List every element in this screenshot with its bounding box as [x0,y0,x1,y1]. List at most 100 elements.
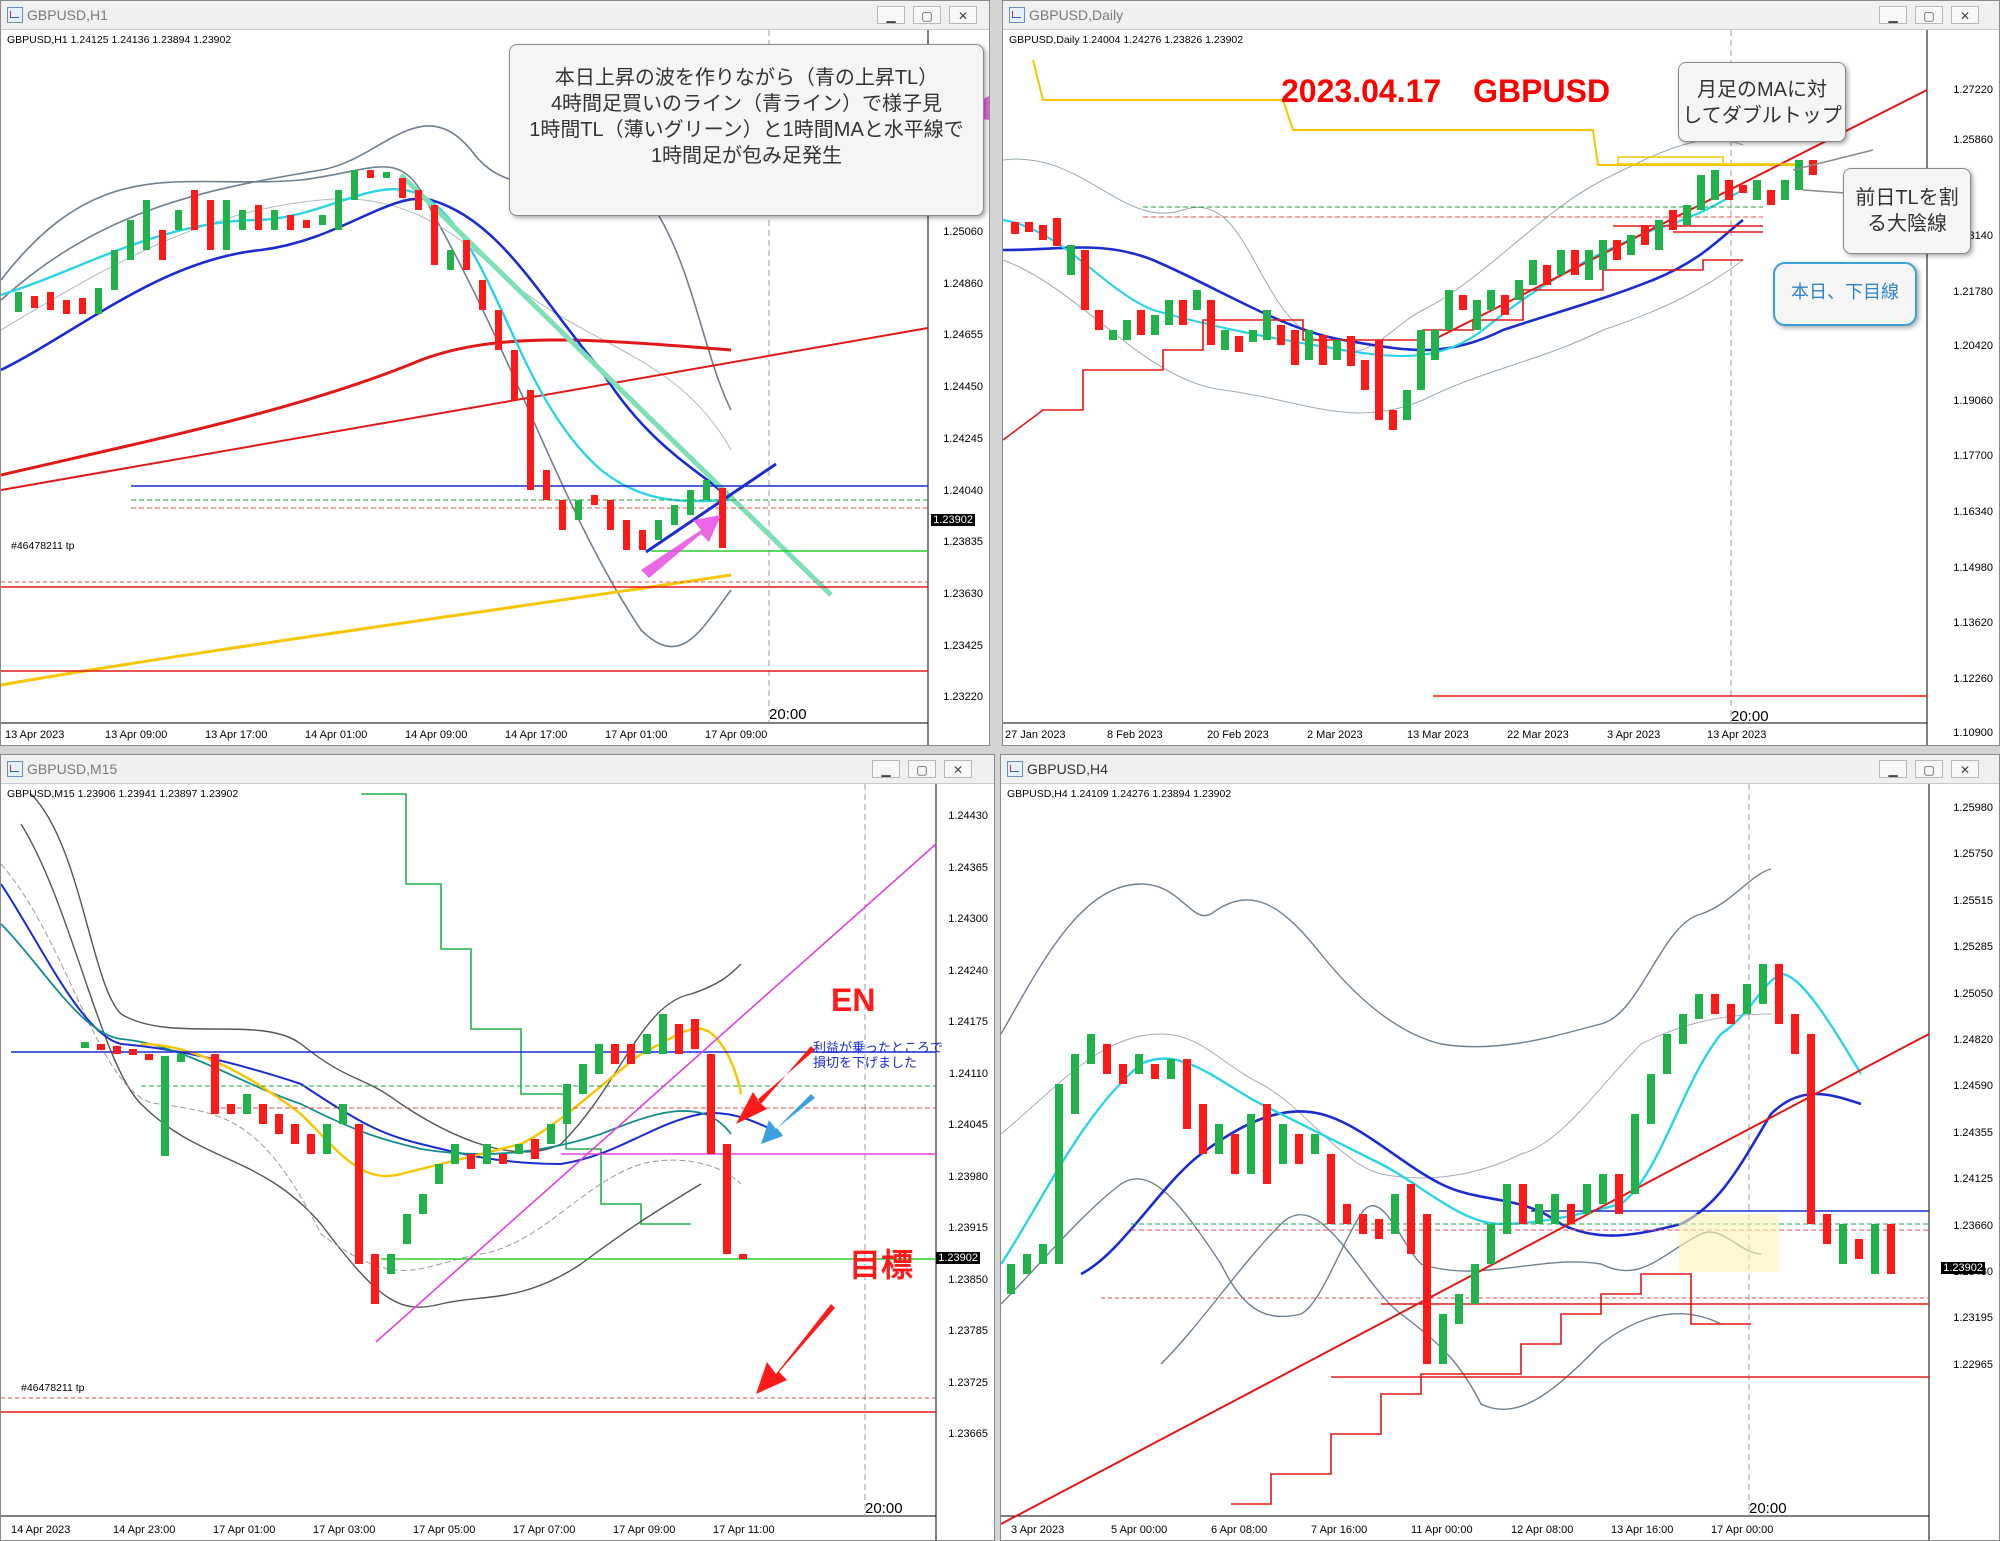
time-axis-label: 14 Apr 17:00 [505,729,568,741]
current-price-label: 1.23902 [931,514,975,526]
analysis-callout: 本日上昇の波を作りながら（青の上昇TL） 4時間足買いのライン（青ライン）で様子… [509,44,984,216]
time-axis-label: 3 Apr 2023 [1011,1524,1065,1536]
price-axis-label: 1.27220 [1953,84,1993,96]
price-axis-label: 1.25515 [1953,894,1993,907]
price-axis-label: 1.25285 [1953,941,1993,954]
time-axis-label: 14 Apr 09:00 [405,729,468,741]
price-axis-label: 1.23220 [943,691,983,704]
time-axis-label: 14 Apr 01:00 [305,729,368,741]
time-axis-label: 17 Apr 01:00 [605,729,668,741]
time-axis-label: 20 Feb 2023 [1207,729,1269,741]
price-axis-label: 1.24040 [943,484,983,497]
close-button[interactable]: ✕ [1951,6,1979,24]
arrow-icon [641,515,721,578]
price-axis-label: 1.23425 [943,639,983,652]
price-axis-label: 1.10900 [1953,727,1993,739]
target-direction-callout: 本日、下目線 [1773,262,1917,326]
price-axis-label: 1.24245 [943,432,983,445]
price-axis-label: 1.24450 [943,381,983,394]
arrow-icon [756,1304,835,1394]
price-axis-label: 1.23785 [948,1325,988,1337]
window-gbpusd-h1[interactable]: GBPUSD,H1 ▁ ▢ ✕ [0,0,990,746]
chart-area[interactable]: GBPUSD,M15 1.23906 1.23941 1.23897 1.239… [1,784,994,1540]
maximize-button[interactable]: ▢ [1915,760,1943,778]
title-bar[interactable]: GBPUSD,M15 ▁ ▢ ✕ [1,755,994,784]
chart-area[interactable]: GBPUSD,H1 1.24125 1.24136 1.23894 1.2390… [1,30,989,745]
entry-label: EN [831,982,876,1018]
price-chart [1003,30,1928,745]
price-axis-label: 1.23660 [1953,1219,1993,1232]
minimize-button[interactable]: ▁ [877,6,905,24]
maximize-button[interactable]: ▢ [1915,6,1943,24]
current-price-label: 1.23902 [1941,1262,1985,1274]
price-axis-label: 1.24240 [948,964,988,977]
double-top-callout: 月足のMAに対 してダブルトップ [1678,62,1846,142]
title-bar[interactable]: GBPUSD,H1 ▁ ▢ ✕ [1,1,989,30]
price-axis-label: 1.14980 [1953,562,1993,574]
time-axis-label: 17 Apr 00:00 [1711,1524,1774,1536]
time-marker: 20:00 [769,706,807,723]
price-axis-label: 1.24860 [943,277,983,290]
window-title: GBPUSD,M15 [27,761,118,777]
chart-window-icon [1009,7,1025,23]
price-axis-label: 1.24300 [948,913,988,925]
candles [81,1014,747,1304]
stop-note: 利益が乗ったところで 損切を下げました [813,1040,944,1070]
time-axis-label: 13 Apr 16:00 [1611,1524,1674,1536]
price-axis-label: 1.21780 [1953,286,1993,298]
chart-area[interactable]: GBPUSD,Daily 1.24004 1.24276 1.23826 1.2… [1003,30,1999,745]
price-axis-label: 1.24430 [948,810,988,822]
time-axis-label: 17 Apr 07:00 [513,1524,576,1536]
chart-heading: 2023.04.17 GBPUSD [1281,73,1611,109]
price-axis-label: 1.23665 [948,1428,988,1440]
time-axis-label: 6 Apr 08:00 [1211,1524,1268,1536]
price-axis-label: 1.24110 [949,1067,988,1080]
title-bar[interactable]: GBPUSD,Daily ▁ ▢ ✕ [1003,1,1999,30]
price-axis-label: 1.25980 [1953,802,1993,814]
chart-window-icon [7,7,23,23]
maximize-button[interactable]: ▢ [913,6,941,24]
price-axis-label: 1.20420 [1953,340,1993,352]
time-axis-label: 17 Apr 05:00 [413,1524,476,1536]
candles [15,170,726,550]
price-axis-label: 1.23725 [948,1376,988,1389]
target-label: 目標 [849,1247,914,1283]
time-axis-label: 2 Mar 2023 [1307,729,1363,741]
candles [1011,160,1817,430]
close-button[interactable]: ✕ [949,6,977,24]
time-axis-label: 7 Apr 16:00 [1311,1524,1368,1536]
chart-window-icon [1007,761,1023,777]
window-gbpusd-daily[interactable]: GBPUSD,Daily ▁ ▢ ✕ [1002,0,2000,746]
window-gbpusd-h4[interactable]: GBPUSD,H4 ▁ ▢ ✕ [1000,754,2000,1541]
price-axis-label: 1.24175 [948,1016,988,1028]
window-title: GBPUSD,Daily [1029,7,1124,23]
minimize-button[interactable]: ▁ [1879,6,1907,24]
time-axis-label: 17 Apr 01:00 [213,1524,276,1536]
time-axis-label: 14 Apr 2023 [11,1524,71,1536]
window-title: GBPUSD,H4 [1027,761,1108,777]
price-axis-label: 1.24590 [1953,1080,1993,1093]
title-bar[interactable]: GBPUSD,H4 ▁ ▢ ✕ [1001,755,1999,784]
price-axis-label: 1.24045 [948,1119,988,1131]
time-axis-label: 27 Jan 2023 [1005,729,1066,741]
window-gbpusd-m15[interactable]: GBPUSD,M15 ▁ ▢ ✕ [0,754,995,1541]
price-axis-label: 1.17700 [1953,450,1993,462]
price-axis-label: 1.24125 [1953,1173,1993,1186]
price-axis-label: 1.13620 [1953,617,1993,629]
current-price-label: 1.23902 [936,1252,980,1264]
time-axis-label: 11 Apr 00:00 [1411,1524,1473,1536]
price-axis-label: 1.25050 [1953,987,1993,1000]
chart-area[interactable]: GBPUSD,H4 1.24109 1.24276 1.23894 1.2390… [1001,784,1999,1540]
price-axis-label: 1.24355 [1953,1126,1993,1139]
minimize-button[interactable]: ▁ [1879,760,1907,778]
close-button[interactable]: ✕ [1951,760,1979,778]
minimize-button[interactable]: ▁ [872,760,900,778]
chart-window-icon [7,761,23,777]
time-axis-label: 13 Apr 2023 [1707,729,1767,741]
time-axis-label: 3 Apr 2023 [1607,729,1661,741]
price-axis-label: 1.25060 [943,226,983,238]
price-axis-label: 1.22965 [1953,1358,1993,1371]
close-button[interactable]: ✕ [944,760,972,778]
time-axis-label: 13 Mar 2023 [1407,729,1469,741]
maximize-button[interactable]: ▢ [908,760,936,778]
